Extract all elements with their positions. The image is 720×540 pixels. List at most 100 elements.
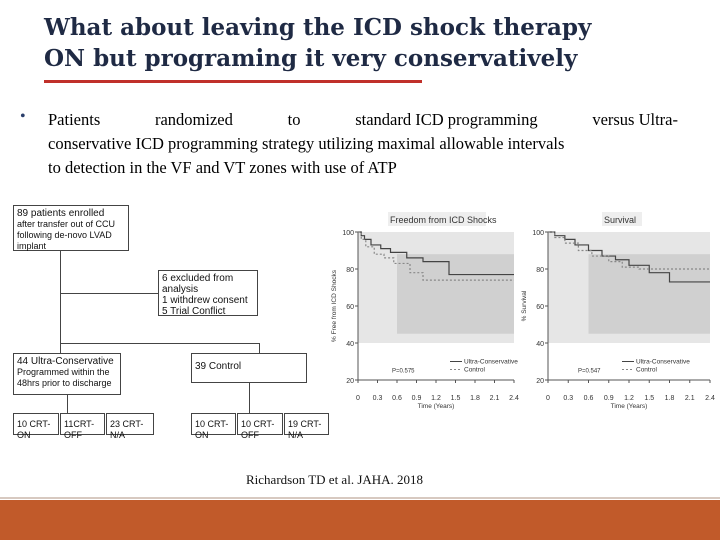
bullet-line-3: to detection in the VF and VT zones with… [48, 158, 397, 177]
y-tick-label: 100 [342, 230, 354, 237]
x-tick-label: 0.9 [604, 395, 614, 402]
control-crt-on-box: 10 CRT-ON [191, 413, 236, 440]
x-tick-label: 1.2 [624, 395, 634, 402]
x-axis-label: Time (Years) [418, 403, 455, 410]
bullet-line-1: Patients randomized to standard ICD prog… [48, 108, 678, 132]
excluded-line: 1 withdrew consent [162, 295, 248, 306]
x-tick-label: 2.4 [509, 395, 519, 402]
group-label: 23 CRT-N/A [110, 419, 144, 440]
footer-bar [0, 500, 720, 540]
control-crt-off-box: 10 CRT-OFF [237, 413, 283, 440]
bullet-word: to [287, 110, 301, 129]
enrolled-line: 89 patients enrolled [17, 208, 105, 219]
x-tick-label: 2.1 [490, 395, 500, 402]
consort-flowchart: 89 patients enrolled after transfer out … [13, 205, 329, 440]
x-tick-label: 1.2 [431, 395, 441, 402]
bullet-word: versus Ultra- [592, 110, 678, 129]
enrolled-line: following de-novo LVAD implant [17, 230, 112, 251]
y-axis-label: % Survival [521, 290, 528, 321]
connector-line [60, 251, 61, 353]
ultra-crt-off-box: 11CRT-OFF [60, 413, 105, 440]
confidence-band [397, 254, 514, 334]
bullet-word: randomized [154, 110, 233, 129]
y-tick-label: 80 [536, 267, 544, 274]
y-tick-label: 60 [536, 304, 544, 311]
enrolled-box: 89 patients enrolled after transfer out … [13, 205, 129, 251]
excluded-box: 6 excluded from analysis 1 withdrew cons… [158, 270, 258, 317]
legend-label: Ultra-Conservative [636, 359, 690, 366]
ultra-line: 48hrs prior to discharge [17, 378, 112, 388]
connector-line [67, 395, 68, 413]
citation: Richardson TD et al. JAHA. 2018 [246, 472, 424, 487]
y-tick-label: 20 [536, 378, 544, 385]
control-crt-na-box: 19 CRT-N/A [284, 413, 329, 440]
bullet-line-2: conservative ICD programming strategy ut… [48, 134, 565, 153]
x-tick-label: 0.6 [392, 395, 402, 402]
y-tick-label: 60 [346, 304, 354, 311]
legend-label: Control [636, 367, 658, 374]
title-underline [44, 80, 422, 83]
y-tick-label: 40 [536, 341, 544, 348]
group-label: 10 CRT-ON [195, 419, 229, 440]
p-value: P=0.575 [392, 369, 415, 375]
x-axis-label: Time (Years) [611, 403, 648, 410]
x-tick-label: 2.1 [685, 395, 695, 402]
ultra-crt-na-box: 23 CRT-N/A [106, 413, 154, 440]
shocks-chart: Freedom from ICD Shocks 100 80 60 40 20 0 0.3 0.… [328, 212, 520, 444]
series-line-ultra-conservative [358, 231, 514, 276]
x-tick-label: 1.8 [470, 395, 480, 402]
x-tick-label: 0.9 [412, 395, 422, 402]
bullet-icon: • [20, 108, 26, 125]
ultra-line: Programmed within the [17, 367, 110, 377]
x-tick-label: 0.3 [563, 395, 573, 402]
series-line-control [548, 231, 710, 270]
connector-line [60, 293, 158, 294]
title-line-1: What about leaving the ICD shock therapy [44, 14, 592, 41]
x-tick-label: 0 [356, 395, 360, 402]
survival-chart: Survival 100 80 60 40 20 0 0.3 0.6 0.9 1.2 1.5 1.8 2.… [518, 212, 718, 444]
x-tick-label: 0 [546, 395, 550, 402]
y-tick-label: 100 [532, 230, 544, 237]
ultra-line: 44 Ultra-Conservative [17, 356, 114, 367]
connector-line [259, 343, 260, 353]
x-tick-label: 1.8 [665, 395, 675, 402]
ultra-crt-on-box: 10 CRT-ON [13, 413, 59, 440]
bullet-paragraph: Patients randomized to standard ICD prog… [48, 108, 678, 180]
legend-label: Control [464, 367, 486, 374]
connector-line [60, 343, 260, 344]
enrolled-line: after transfer out of CCU [17, 219, 116, 229]
chart-title-bg [602, 212, 642, 226]
series-line-control [358, 231, 514, 281]
chart-title: Freedom from ICD Shocks [390, 215, 497, 225]
y-tick-label: 80 [346, 267, 354, 274]
footer-divider [0, 497, 720, 499]
p-value: P=0.547 [578, 369, 601, 375]
excluded-line: 6 excluded from analysis [162, 273, 234, 295]
y-axis-label: % Free from ICD Shocks [331, 269, 338, 342]
x-tick-label: 0.3 [373, 395, 383, 402]
group-label: 11CRT-OFF [64, 419, 95, 440]
x-tick-label: 0.6 [584, 395, 594, 402]
ultra-conservative-box: 44 Ultra-Conservative Programmed within … [13, 353, 121, 395]
bullet-word: Patients [48, 110, 101, 129]
connector-line [249, 383, 250, 413]
excluded-line: 5 Trial Conflict [162, 306, 226, 317]
slide-title: What about leaving the ICD shock therapy… [44, 12, 694, 74]
group-label: 10 CRT-ON [17, 419, 51, 440]
control-label: 39 Control [195, 361, 242, 372]
group-label: 10 CRT-OFF [241, 419, 275, 440]
chart-title: Survival [604, 215, 636, 225]
title-line-2: ON but programing it very conservatively [44, 45, 578, 72]
x-tick-label: 1.5 [451, 395, 461, 402]
series-line-ultra-conservative [548, 231, 710, 283]
survival-chart-svg: Survival 100 80 60 40 20 0 0.3 0.6 0.9 1.2 1.5 1.8 2.… [521, 212, 715, 410]
bullet-word: standard ICD programming [355, 110, 538, 129]
x-tick-label: 1.5 [644, 395, 654, 402]
chart-title-bg [388, 212, 486, 226]
legend-label: Ultra-Conservative [464, 359, 518, 366]
y-tick-label: 40 [346, 341, 354, 348]
x-tick-label: 2.4 [705, 395, 715, 402]
shocks-chart-svg: Freedom from ICD Shocks 100 80 60 40 20 0 0.3 0.… [331, 212, 519, 410]
group-label: 19 CRT-N/A [288, 419, 322, 440]
control-box: 39 Control [191, 353, 307, 383]
